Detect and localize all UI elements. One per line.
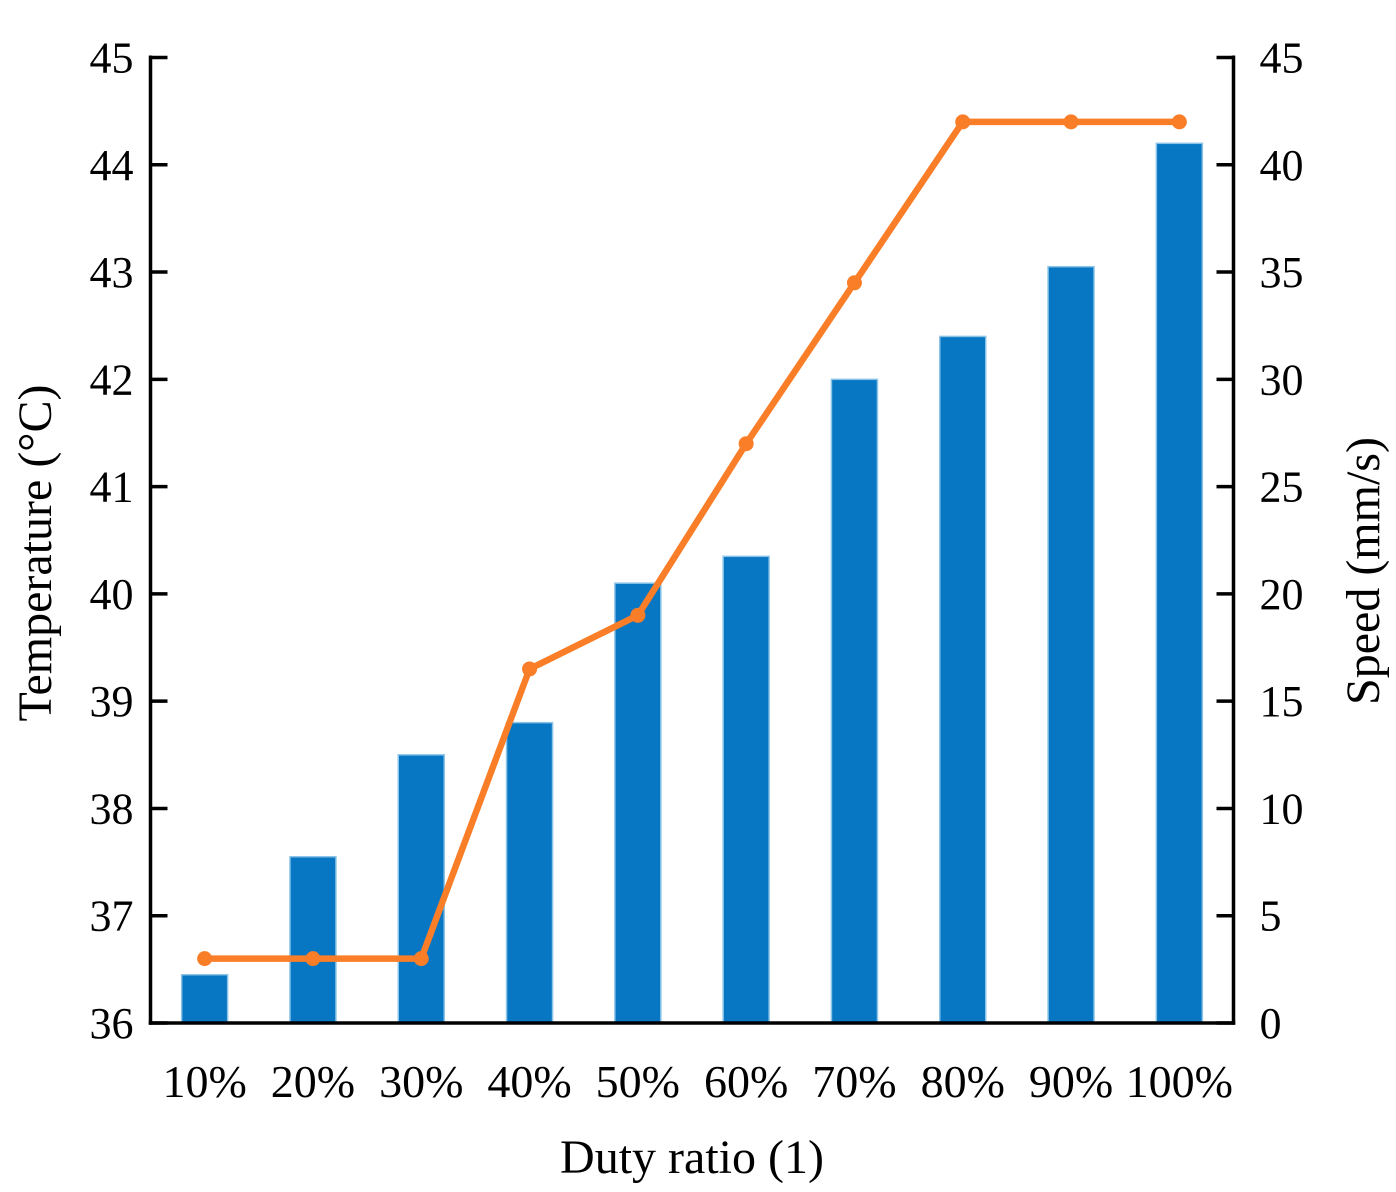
x-axis-tick-label: 10% <box>162 1056 246 1107</box>
x-axis-tick-label: 90% <box>1029 1056 1113 1107</box>
speed-marker-90% <box>1063 114 1079 130</box>
left-axis-tick-label: 44 <box>90 141 134 190</box>
left-axis-tick-label: 38 <box>90 784 134 833</box>
left-axis-tick-label: 39 <box>90 677 134 726</box>
x-axis-tick-label: 80% <box>921 1056 1005 1107</box>
temperature-bar-30% <box>397 754 445 1024</box>
speed-marker-80% <box>955 114 971 130</box>
speed-marker-40% <box>522 661 538 677</box>
temperature-bar-90% <box>1047 265 1095 1024</box>
right-axis-tick-label: 35 <box>1260 248 1304 297</box>
temperature-bar-20% <box>289 855 337 1024</box>
x-axis-title: Duty ratio (1) <box>560 1131 824 1184</box>
speed-marker-100% <box>1171 114 1187 130</box>
left-axis-tick-label: 40 <box>90 570 134 619</box>
x-axis-tick-label: 20% <box>271 1056 355 1107</box>
x-axis-tick-label: 60% <box>704 1056 788 1107</box>
temperature-bar-10% <box>180 973 229 1024</box>
temperature-bar-50% <box>614 582 662 1024</box>
right-axis-tick-label: 10 <box>1260 784 1304 833</box>
left-axis-tick-label: 45 <box>90 34 134 83</box>
right-axis-tick-label: 15 <box>1260 677 1304 726</box>
speed-marker-10% <box>197 951 213 967</box>
temperature-bar-100% <box>1155 142 1204 1024</box>
right-axis-tick-label: 0 <box>1260 999 1282 1048</box>
right-axis-tick-label: 30 <box>1260 355 1304 404</box>
temperature-bar-60% <box>722 555 770 1024</box>
temperature-bar-40% <box>505 721 554 1024</box>
speed-marker-70% <box>846 275 862 291</box>
temperature-bar-80% <box>939 335 987 1024</box>
left-axis-tick-label: 41 <box>90 463 134 512</box>
speed-marker-60% <box>738 436 754 452</box>
speed-line <box>201 118 1183 962</box>
right-axis-tick-label: 25 <box>1260 463 1304 512</box>
right-axis-tick-label: 5 <box>1260 892 1282 941</box>
temperature-bar-70% <box>830 378 879 1024</box>
left-axis-tick-label: 43 <box>90 248 134 297</box>
x-axis-tick-label: 30% <box>379 1056 463 1107</box>
left-axis-title: Temperature (°C) <box>9 384 62 722</box>
speed-marker-50% <box>630 607 646 623</box>
left-axis-tick-label: 37 <box>90 892 134 941</box>
right-axis-title: Speed (mm/s) <box>1337 437 1390 705</box>
speed-marker-30% <box>413 951 429 967</box>
right-axis-tick-label: 20 <box>1260 570 1304 619</box>
left-axis-tick-label: 36 <box>90 999 134 1048</box>
x-axis-tick-label: 100% <box>1126 1056 1233 1107</box>
x-axis-tick-label: 40% <box>487 1056 571 1107</box>
x-axis-tick-label: 70% <box>812 1056 896 1107</box>
left-axis-tick-label: 42 <box>90 355 134 404</box>
speed-marker-20% <box>305 951 321 967</box>
x-axis-tick-label: 50% <box>596 1056 680 1107</box>
right-axis-tick-label: 40 <box>1260 141 1304 190</box>
right-axis-tick-label: 45 <box>1260 34 1304 83</box>
